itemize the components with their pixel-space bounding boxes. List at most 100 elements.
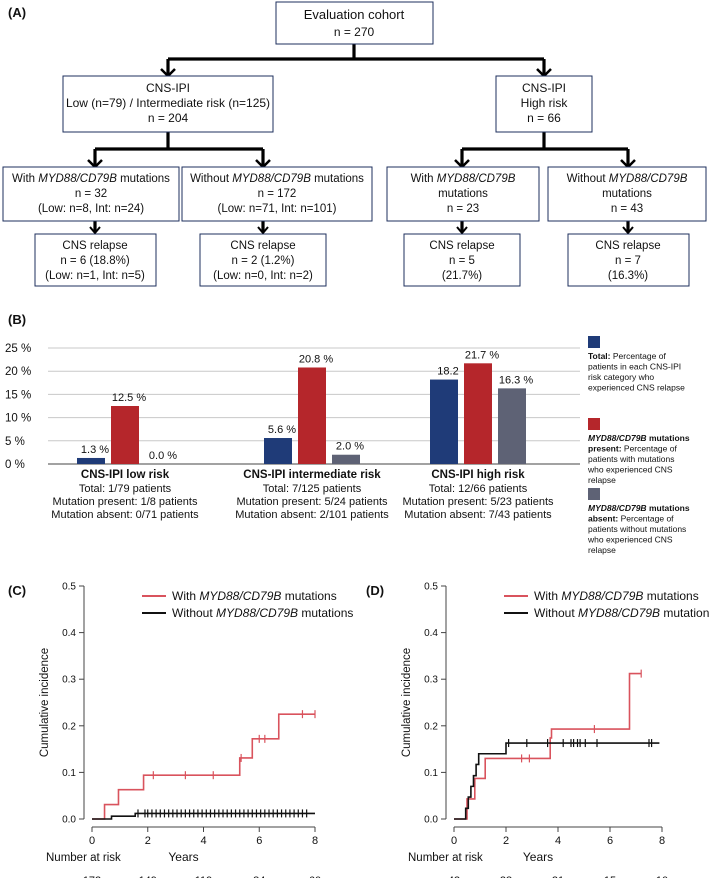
bar-total [264, 438, 292, 464]
with-li-label: With MYD88/CD79B mutations [12, 173, 170, 185]
bar-value-label: 1.3 % [81, 444, 109, 456]
bar-chart-legend: Total: Percentage of patients in each CNS… [587, 336, 690, 555]
without-li-n: n = 172 [258, 188, 297, 200]
with-hi-label: With MYD88/CD79B [411, 173, 516, 185]
y-tick-label: 0.2 [62, 721, 76, 732]
category-label: CNS-IPI high risk [431, 469, 525, 481]
box-relapse-3: CNS relapse n = 5 (21.7%) [403, 233, 521, 287]
risk-value: 10 [656, 875, 668, 878]
with-li-detail: (Low: n=8, Int: n=24) [38, 203, 144, 215]
y-tick-label: 25 % [5, 343, 31, 355]
risk-table-title: Number at risk [46, 852, 121, 864]
with-hi-post: mutations [438, 188, 488, 200]
legend-text: Total: Percentage of patients in each CNS… [588, 351, 685, 393]
x-tick-label: 8 [659, 835, 665, 847]
y-axis-label: Cumulative incidence [39, 648, 51, 757]
relapse-3-title: CNS relapse [429, 240, 494, 252]
y-tick-label: 0.5 [424, 582, 438, 593]
panel-a: (A) Evaluation cohort n = 270 CNS-IPI Lo… [2, 1, 707, 287]
panel-b: (B) 0 % 5 % 10 % 15 % 20 % 25 % 1.3 % 12.5 % 0.… [5, 312, 690, 555]
y-tick-label: 0 % [5, 459, 25, 471]
legend-text: MYD88/CD79B mutations absent: Percentage … [587, 503, 690, 555]
panel-d: (D) 0.0 0.1 0.2 0.3 0.4 0.5 0 2 4 6 8 Years Cumulati… [366, 582, 709, 878]
km-plot-d: 0.0 0.1 0.2 0.3 0.4 0.5 0 2 4 6 8 Years Cumulative i… [401, 582, 709, 878]
y-tick-label: 20 % [5, 366, 31, 378]
relapse-3-detail: (21.7%) [442, 270, 482, 282]
category-detail: Mutation absent: 2/101 patients [235, 509, 389, 521]
panel-d-label: (D) [366, 583, 384, 598]
without-li-detail: (Low: n=71, Int: n=101) [218, 203, 337, 215]
x-tick-label: 2 [145, 835, 151, 847]
bar-total [77, 457, 105, 464]
category-detail: Mutation absent: 7/43 patients [404, 509, 552, 521]
y-tick-label: 0.1 [424, 768, 438, 779]
category-label: CNS-IPI intermediate risk [243, 469, 381, 481]
x-tick-label: 6 [256, 835, 262, 847]
legend-label: With MYD88/CD79B mutations [172, 589, 337, 603]
category-detail: Total: 1/79 patients [79, 483, 172, 495]
box-low-intermediate: CNS-IPI Low (n=79) / Intermediate risk (… [62, 75, 274, 133]
x-tick-label: 4 [555, 835, 561, 847]
bar-value-label: 18.2 [437, 366, 458, 378]
risk-value: 172 [83, 875, 101, 878]
high-n: n = 66 [527, 111, 561, 125]
x-axis-label: Years [523, 850, 553, 864]
y-tick-label: 0.1 [62, 768, 76, 779]
bar-value-label: 12.5 % [112, 392, 146, 404]
y-tick-label: 15 % [5, 389, 31, 401]
panel-c: (C) 0.0 0.1 0.2 0.3 0.4 0.5 0 2 4 6 8 Years Cumulati… [8, 582, 353, 878]
without-hi-post: mutations [602, 188, 652, 200]
without-mutation-curve [92, 812, 315, 820]
bar-mutation-present [464, 363, 492, 464]
relapse-1-title: CNS relapse [62, 240, 127, 252]
y-tick-label: 0.4 [424, 628, 438, 639]
bar-chart-bars: 1.3 % 12.5 % 0.0 % 5.6 % 20.8 % 2.0 % 18.2 21.7… [77, 349, 533, 464]
high-line2: High risk [521, 96, 569, 110]
legend-swatch [588, 336, 600, 348]
relapse-2-detail: (Low: n=0, Int: n=2) [213, 270, 313, 282]
legend-swatch [588, 418, 600, 430]
box-relapse-2: CNS relapse n = 2 (1.2%) (Low: n=0, Int:… [199, 233, 327, 287]
y-tick-label: 10 % [5, 413, 31, 425]
low-int-n: n = 204 [148, 111, 189, 125]
risk-table-title: Number at risk [408, 852, 483, 864]
relapse-1-detail: (Low: n=1, Int: n=5) [45, 270, 145, 282]
box-without-mut-high: Without MYD88/CD79B mutations n = 43 [547, 166, 707, 222]
legend-label: With MYD88/CD79B mutations [534, 589, 699, 603]
x-tick-label: 8 [312, 835, 318, 847]
bar-value-label: 21.7 % [465, 349, 499, 361]
bar-value-label: 20.8 % [299, 353, 333, 365]
box-with-mut-low-int: With MYD88/CD79B mutations n = 32 (Low: … [2, 166, 180, 222]
x-tick-label: 2 [503, 835, 509, 847]
y-tick-label: 5 % [5, 436, 25, 448]
box-relapse-4: CNS relapse n = 7 (16.3%) [567, 233, 690, 287]
relapse-2-n: n = 2 (1.2%) [232, 255, 295, 267]
box-without-mut-low-int: Without MYD88/CD79B mutations n = 172 (L… [181, 166, 373, 222]
x-tick-label: 0 [451, 835, 457, 847]
root-title: Evaluation cohort [304, 7, 405, 22]
y-axis-label: Cumulative incidence [401, 648, 413, 757]
with-li-n: n = 32 [75, 188, 107, 200]
category-detail: Mutation absent: 0/71 patients [51, 509, 199, 521]
panel-b-label: (B) [8, 312, 26, 327]
bar-value-label: 5.6 % [268, 424, 296, 436]
box-high-risk: CNS-IPI High risk n = 66 [495, 75, 593, 133]
y-tick-label: 0.5 [62, 582, 76, 593]
high-line1: CNS-IPI [522, 81, 566, 95]
category-label: CNS-IPI low risk [81, 469, 170, 481]
risk-value: 43 [448, 875, 460, 878]
category-detail: Mutation present: 5/23 patients [402, 496, 554, 508]
legend-label: Without MYD88/CD79B mutations [534, 606, 709, 620]
category-detail: Mutation present: 1/8 patients [53, 496, 198, 508]
low-int-line1: CNS-IPI [146, 81, 190, 95]
bar-mutation-absent [332, 454, 360, 464]
without-hi-label: Without MYD88/CD79B [567, 173, 688, 185]
relapse-4-n: n = 7 [615, 255, 641, 267]
y-tick-label: 0.0 [424, 815, 438, 826]
relapse-1-n: n = 6 (18.8%) [60, 255, 130, 267]
x-tick-label: 0 [89, 835, 95, 847]
y-tick-label: 0.3 [62, 675, 76, 686]
panel-c-label: (C) [8, 583, 26, 598]
legend-label: Without MYD88/CD79B mutations [172, 606, 353, 620]
